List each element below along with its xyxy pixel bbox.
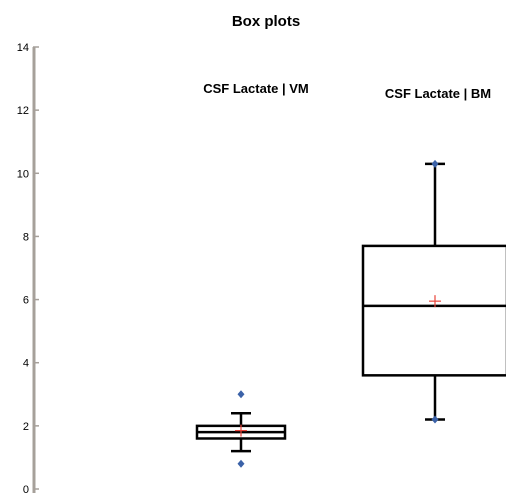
plot-area: CSF Lactate | VM CSF Lactate | BM	[197, 81, 506, 468]
y-tick-label: 2	[23, 421, 29, 433]
outlier-point	[238, 460, 245, 468]
y-tick-label: 10	[17, 168, 29, 180]
series-label: CSF Lactate | BM	[385, 86, 491, 101]
outlier-point	[238, 390, 245, 398]
outlier-point	[432, 160, 439, 168]
series-label: CSF Lactate | VM	[203, 81, 309, 96]
y-tick-label: 6	[23, 295, 29, 307]
outlier-point	[432, 416, 439, 424]
chart-title: Box plots	[232, 13, 300, 30]
y-tick-label: 14	[17, 42, 29, 54]
y-axis: 0 2 4 6 8 10 12 14	[17, 42, 39, 493]
y-tick-label: 8	[23, 231, 29, 243]
box-plot-series: CSF Lactate | BM	[363, 86, 506, 424]
y-tick-label: 12	[17, 105, 29, 117]
interquartile-box	[363, 246, 506, 375]
y-tick-label: 0	[23, 484, 29, 493]
y-tick-label: 4	[23, 358, 29, 370]
box-plot-series: CSF Lactate | VM	[197, 81, 309, 468]
